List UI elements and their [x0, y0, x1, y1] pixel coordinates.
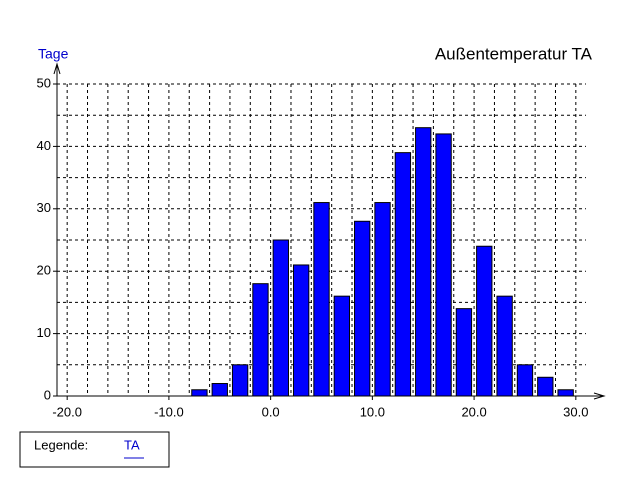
- bar: [415, 127, 432, 397]
- bar: [252, 283, 269, 397]
- bar: [496, 295, 513, 397]
- bar: [537, 376, 554, 397]
- y-tick-label: 0: [44, 387, 51, 402]
- x-tick-label: -20.0: [52, 404, 82, 419]
- x-axis-arrow: [593, 392, 606, 400]
- bar: [374, 202, 391, 397]
- y-axis-label: Tage: [38, 46, 69, 62]
- bar: [272, 239, 289, 397]
- legend-entry: TA: [124, 437, 140, 452]
- bar: [292, 264, 310, 397]
- bar: [455, 308, 473, 397]
- y-tick-label: 10: [37, 325, 51, 340]
- x-tick-label: 30.0: [563, 404, 588, 419]
- bar: [394, 152, 412, 397]
- bar: [333, 295, 351, 397]
- x-tick-label: 20.0: [461, 404, 486, 419]
- bar: [191, 389, 208, 397]
- x-tick-label: 0.0: [262, 404, 280, 419]
- y-tick-label: 40: [37, 138, 51, 153]
- bar: [435, 133, 452, 397]
- bar: [313, 202, 330, 397]
- bar: [557, 389, 574, 397]
- bar: [516, 364, 534, 397]
- bar: [231, 364, 249, 397]
- bar: [476, 245, 493, 397]
- legend-box: [19, 431, 170, 468]
- x-tick-label: -10.0: [154, 404, 184, 419]
- chart-title: Außentemperatur TA: [435, 44, 593, 63]
- bar: [211, 383, 228, 397]
- y-axis-arrow: [53, 62, 61, 75]
- y-tick-label: 20: [37, 263, 51, 278]
- bar: [354, 220, 371, 397]
- legend-title: Legende:: [34, 437, 88, 452]
- y-tick-label: 50: [37, 75, 51, 90]
- x-tick-label: 10.0: [360, 404, 385, 419]
- y-tick-label: 30: [37, 200, 51, 215]
